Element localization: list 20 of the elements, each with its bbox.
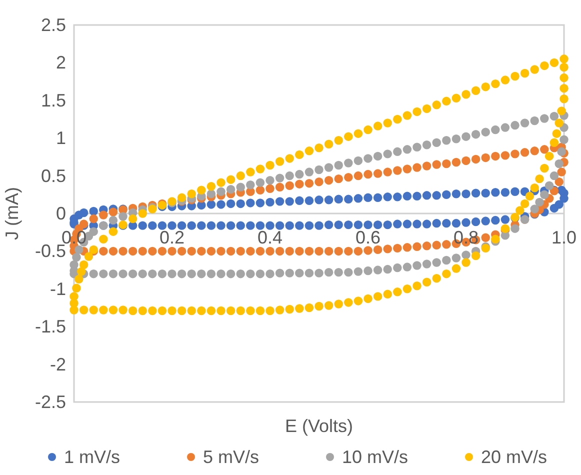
legend-label: 20 mV/s [481,447,548,467]
y-axis-title: J (mA) [2,187,22,240]
y-tick-label: 2 [56,52,66,73]
y-tick-label: -2.5 [34,392,66,412]
x-tick-label: 0.2 [159,228,185,248]
y-tick-label: -2 [50,354,66,374]
y-tick-label: 0.5 [40,166,66,186]
x-tick-label: 0.4 [257,228,283,248]
y-tick-label: 1.5 [40,90,66,110]
x-tick-label: 1.0 [551,228,577,248]
legend-label: 5 mV/s [203,447,260,467]
y-tick-label: -1.5 [34,316,66,337]
legend-label: 1 mV/s [64,447,120,467]
y-tick-label: -1 [50,278,66,299]
y-tick-label: 0 [56,204,66,224]
y-tick-label: 2.5 [40,15,66,35]
x-tick-label: 0.6 [355,228,381,248]
x-axis-title: E (Volts) [284,416,354,436]
legend-label: 10 mV/s [342,447,408,467]
y-tick-label: 1 [56,128,66,148]
